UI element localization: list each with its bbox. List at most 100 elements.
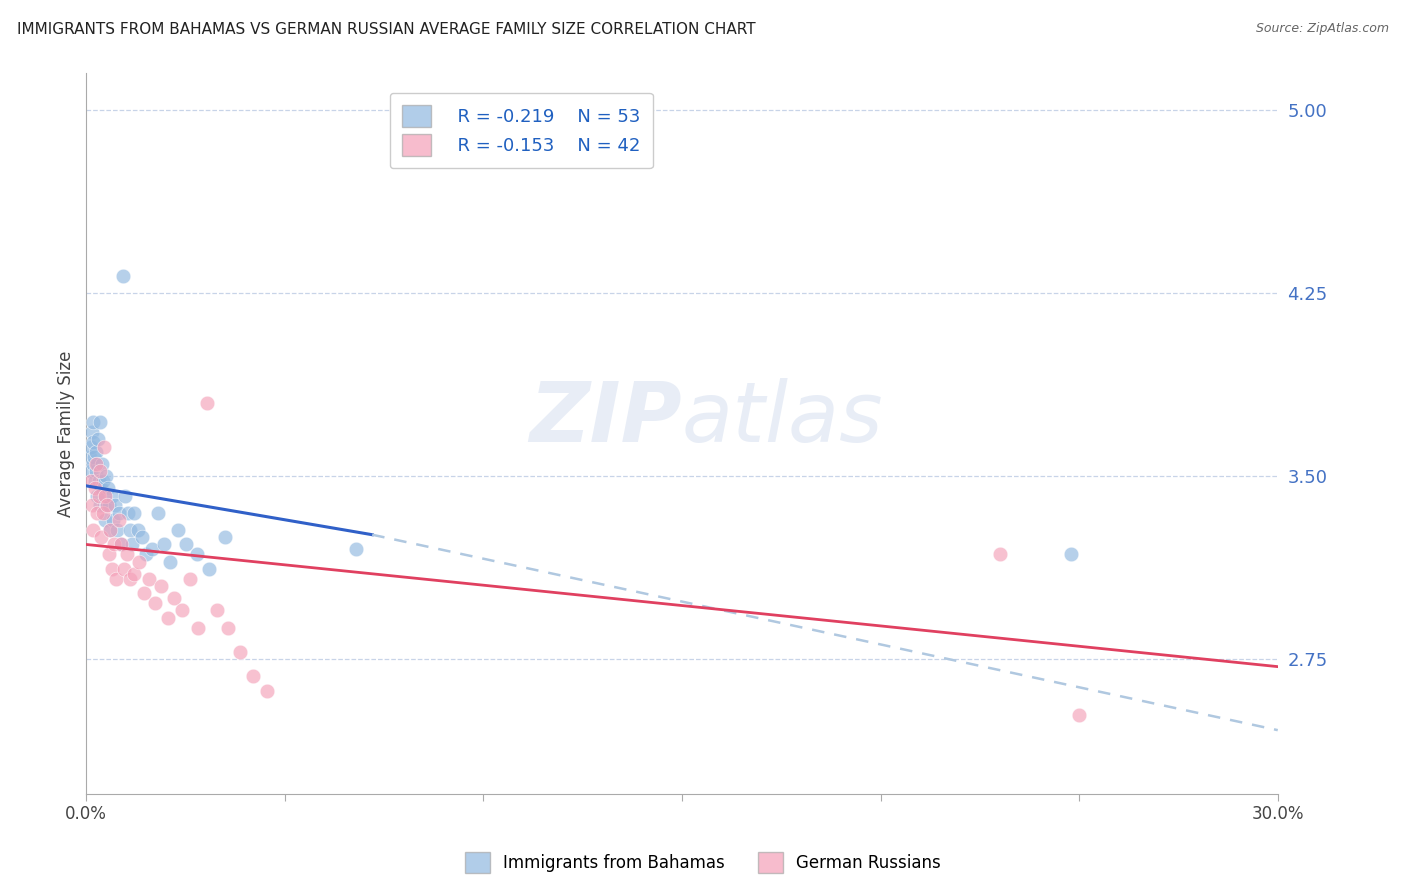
Point (94, 469, 117, 483)
Point (86, 457, 108, 471)
Point (80, 440, 103, 454)
Point (156, 611, 179, 625)
Point (135, 547, 157, 561)
Point (117, 506, 139, 520)
Point (143, 596, 166, 610)
Point (256, 684, 278, 698)
Point (91, 457, 114, 471)
Point (198, 562, 221, 576)
Point (84, 481, 107, 495)
Legend:   R = -0.219    N = 53,   R = -0.153    N = 42: R = -0.219 N = 53, R = -0.153 N = 42 (389, 93, 652, 169)
Point (101, 489, 124, 503)
Point (149, 579, 172, 593)
Point (91, 506, 114, 520)
Point (138, 572, 160, 586)
Point (1060, 547, 1083, 561)
Point (87, 474, 110, 488)
Point (112, 562, 135, 576)
Point (108, 513, 131, 527)
Point (101, 562, 124, 576)
Point (86, 506, 108, 520)
Point (170, 603, 193, 617)
Point (152, 537, 174, 551)
Point (988, 547, 1011, 561)
Point (141, 542, 163, 557)
Point (91, 474, 114, 488)
Point (110, 537, 132, 551)
Point (118, 572, 141, 586)
Point (94, 489, 117, 503)
Text: Source: ZipAtlas.com: Source: ZipAtlas.com (1256, 22, 1389, 36)
Point (82, 415, 104, 429)
Point (89, 415, 111, 429)
Point (105, 523, 128, 537)
Point (174, 537, 197, 551)
Point (103, 537, 125, 551)
Point (83, 450, 105, 464)
Point (82, 523, 104, 537)
Point (93, 513, 115, 527)
Point (122, 566, 145, 581)
Point (118, 523, 141, 537)
Point (84, 474, 107, 488)
Point (103, 513, 125, 527)
Point (93, 440, 115, 454)
Point (115, 547, 138, 561)
Point (84, 457, 107, 471)
Point (186, 547, 208, 561)
Point (111, 268, 134, 283)
Point (110, 537, 132, 551)
Point (84, 464, 107, 478)
Point (93, 499, 115, 513)
Point (146, 506, 169, 520)
Point (132, 586, 155, 600)
Point (94, 489, 117, 503)
Point (82, 457, 104, 471)
Point (121, 537, 143, 551)
Point (128, 555, 150, 569)
Text: atlas: atlas (682, 378, 883, 459)
Point (98, 523, 121, 537)
Point (98, 499, 121, 513)
Point (197, 396, 219, 410)
Point (179, 572, 201, 586)
Point (87, 489, 110, 503)
Point (163, 591, 186, 606)
Point (207, 603, 229, 617)
Point (89, 499, 111, 513)
Point (90, 481, 112, 495)
Point (87, 433, 110, 447)
Text: IMMIGRANTS FROM BAHAMAS VS GERMAN RUSSIAN AVERAGE FAMILY SIZE CORRELATION CHART: IMMIGRANTS FROM BAHAMAS VS GERMAN RUSSIA… (17, 22, 755, 37)
Point (96, 499, 118, 513)
Point (166, 523, 188, 537)
Point (108, 506, 131, 520)
Point (79, 450, 101, 464)
Point (90, 530, 112, 544)
Point (127, 523, 149, 537)
Legend: Immigrants from Bahamas, German Russians: Immigrants from Bahamas, German Russians (458, 846, 948, 880)
Point (98, 523, 121, 537)
Point (82, 434, 104, 449)
Point (217, 621, 239, 635)
Y-axis label: Average Family Size: Average Family Size (58, 351, 75, 516)
Point (1069, 708, 1091, 723)
Point (122, 506, 145, 520)
Point (187, 621, 209, 635)
Point (229, 645, 252, 659)
Point (104, 499, 127, 513)
Point (97, 547, 120, 561)
Point (159, 555, 181, 569)
Point (80, 474, 103, 488)
Point (344, 542, 367, 557)
Point (82, 499, 104, 513)
Point (242, 669, 264, 683)
Point (82, 425, 104, 439)
Point (86, 489, 108, 503)
Point (80, 464, 103, 478)
Point (131, 530, 153, 544)
Point (214, 530, 236, 544)
Point (114, 489, 136, 503)
Text: ZIP: ZIP (530, 378, 682, 459)
Point (89, 464, 111, 478)
Point (97, 481, 120, 495)
